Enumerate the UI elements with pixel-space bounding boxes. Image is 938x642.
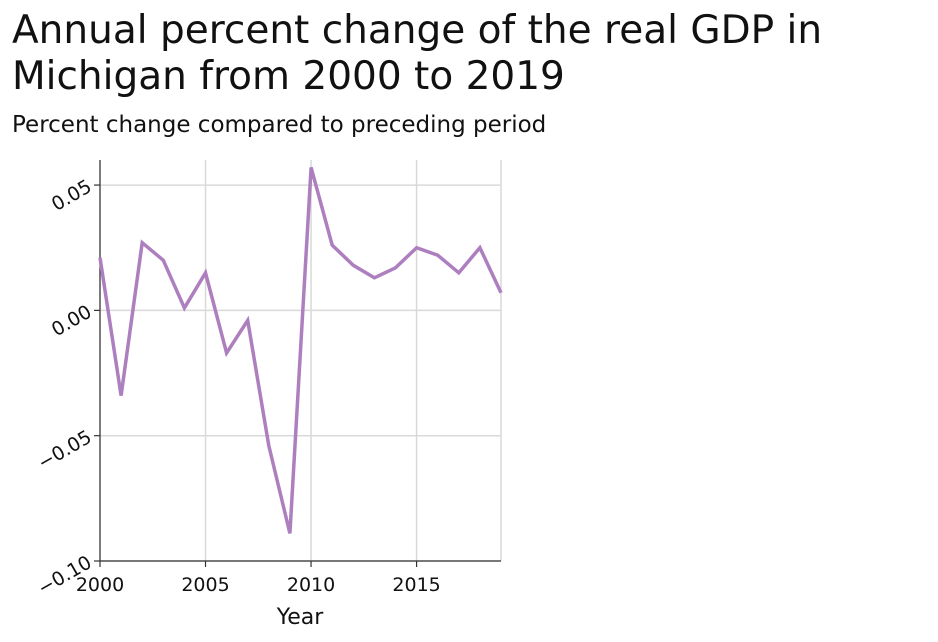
x-axis-title: Year <box>276 605 325 630</box>
chart-title: Annual percent change of the real GDP in… <box>12 8 823 99</box>
y-tick-label: 0.05 <box>48 176 96 216</box>
chart-subtitle: Percent change compared to preceding per… <box>12 112 547 138</box>
y-tick-label: 0.00 <box>48 301 96 341</box>
x-tick-label: 2015 <box>392 574 440 596</box>
series-group <box>98 167 503 534</box>
series-line <box>98 167 503 534</box>
y-tick-labels: −0.10−0.050.000.05 <box>34 176 95 600</box>
x-tick-label: 2000 <box>76 574 124 596</box>
x-tick-label: 2010 <box>287 574 335 596</box>
y-tick-label: −0.05 <box>34 426 95 474</box>
axes <box>94 160 501 567</box>
x-tick-labels: 2000 2005 2010 2015 <box>76 574 441 596</box>
x-tick-label: 2005 <box>181 574 229 596</box>
